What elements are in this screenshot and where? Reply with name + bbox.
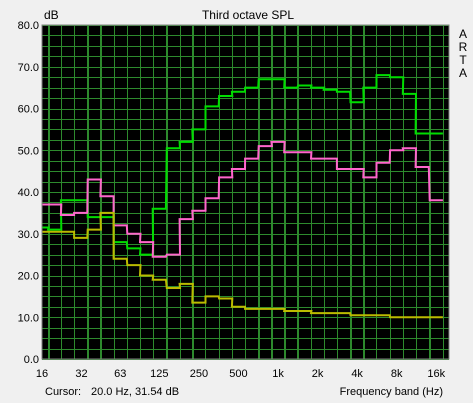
y-tick-label: 30.0	[18, 229, 39, 241]
cursor-readout: 20.0 Hz, 31.54 dB	[91, 386, 179, 398]
plot-border	[41, 24, 450, 360]
brand-letter: R	[459, 40, 468, 54]
y-tick-label: 0.0	[24, 354, 39, 366]
x-tick-label: 500	[229, 368, 247, 380]
y-tick-label: 10.0	[18, 312, 39, 324]
y-tick-label: 80.0	[18, 20, 39, 32]
brand-letters: A R T A	[459, 27, 468, 80]
brand-letter: A	[459, 66, 467, 80]
brand-letter: A	[459, 27, 467, 41]
y-tick-label: 70.0	[18, 62, 39, 74]
x-tick-label: 16	[36, 368, 48, 380]
y-tick-label: 20.0	[18, 271, 39, 283]
x-tick-label: 63	[114, 368, 126, 380]
series-line	[42, 211, 443, 319]
x-tick-label: 250	[190, 368, 208, 380]
x-tick-label: 16k	[427, 368, 445, 380]
series-group	[42, 74, 443, 319]
cursor-label: Cursor:	[45, 386, 81, 398]
y-tick-label: 50.0	[18, 145, 39, 157]
y-tick-label: 40.0	[18, 187, 39, 199]
x-tick-label: 125	[150, 368, 168, 380]
x-tick-label: 4k	[351, 368, 363, 380]
y-axis-label: dB	[44, 8, 59, 22]
brand-letter: T	[459, 53, 467, 67]
chart-title: Third octave SPL	[202, 8, 294, 22]
x-axis-label: Frequency band (Hz)	[340, 386, 443, 398]
x-tick-label: 32	[75, 368, 87, 380]
series-line	[42, 140, 443, 258]
x-tick-labels: 16 32 63 125 250 500 1k 2k 4k 8k 16k	[36, 368, 446, 380]
x-tick-label: 1k	[272, 368, 284, 380]
y-tick-labels: 0.0 10.0 20.0 30.0 40.0 50.0 60.0 70.0 80.0	[18, 20, 39, 366]
x-tick-label: 8k	[391, 368, 403, 380]
x-tick-label: 2k	[312, 368, 324, 380]
y-tick-label: 60.0	[18, 104, 39, 116]
